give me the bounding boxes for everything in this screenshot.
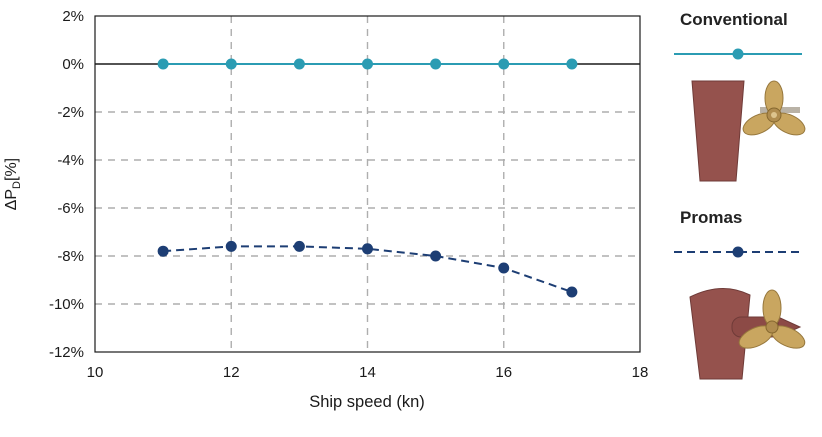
data-point-conventional	[498, 58, 510, 70]
data-point-promas	[430, 250, 442, 262]
legend-marker-promas	[674, 246, 802, 258]
y-tick-label: -4%	[57, 152, 84, 169]
x-tick-label: 16	[495, 364, 512, 381]
y-axis-title-prefix: ΔP	[2, 188, 20, 211]
plot-frame	[94, 15, 641, 353]
data-point-conventional	[157, 58, 169, 70]
y-tick-label: -6%	[57, 200, 84, 217]
legend-marker-conventional	[674, 48, 802, 60]
propeller-shape	[742, 80, 806, 136]
data-point-promas	[362, 243, 373, 255]
y-axis-title-suffix: [%]	[2, 157, 20, 181]
y-tick-label: 2%	[62, 8, 84, 25]
conventional-rudder-propeller-image	[691, 80, 806, 182]
x-tick-label: 14	[359, 364, 376, 381]
legend-block-promas: Promas	[668, 208, 818, 390]
rudder-shape	[689, 287, 751, 380]
legend-block-conventional: Conventional	[668, 10, 818, 190]
legend-label-conventional: Conventional	[680, 10, 788, 29]
x-tick-label: 12	[223, 364, 240, 381]
data-point-conventional	[362, 58, 373, 70]
data-point-promas	[498, 262, 510, 274]
propeller-shape	[738, 289, 806, 349]
x-axis-title: Ship speed (kn)	[309, 393, 425, 411]
legend: Conventional Promas	[668, 10, 818, 390]
data-point-conventional	[430, 58, 442, 70]
legend-dot-conventional	[732, 48, 744, 60]
data-point-conventional	[225, 58, 237, 70]
y-axis-title: ΔPD[%]	[3, 119, 23, 249]
data-point-promas	[225, 240, 237, 252]
promas-rudder-propeller-image	[689, 287, 806, 380]
y-tick-label: 0%	[62, 56, 84, 73]
y-tick-label: -2%	[57, 104, 84, 121]
data-point-conventional	[566, 58, 578, 70]
rudder-shape	[691, 80, 745, 182]
data-point-promas	[566, 286, 578, 298]
legend-label-promas: Promas	[680, 208, 743, 227]
x-tick-label: 18	[632, 364, 649, 381]
y-tick-label: -8%	[57, 248, 84, 265]
y-tick-label: -12%	[49, 344, 84, 361]
data-point-promas	[293, 240, 305, 252]
y-axis-title-subscript: D	[11, 181, 24, 189]
chart-canvas: 2% 0% -2% -4% -6% -8% -10% -12%10 12 14 16 18	[49, 8, 649, 381]
legend-dot-promas	[732, 246, 744, 258]
x-tick-label: 10	[87, 364, 104, 381]
data-point-conventional	[293, 58, 305, 70]
data-point-promas	[157, 245, 169, 257]
y-tick-label: -10%	[49, 296, 84, 313]
